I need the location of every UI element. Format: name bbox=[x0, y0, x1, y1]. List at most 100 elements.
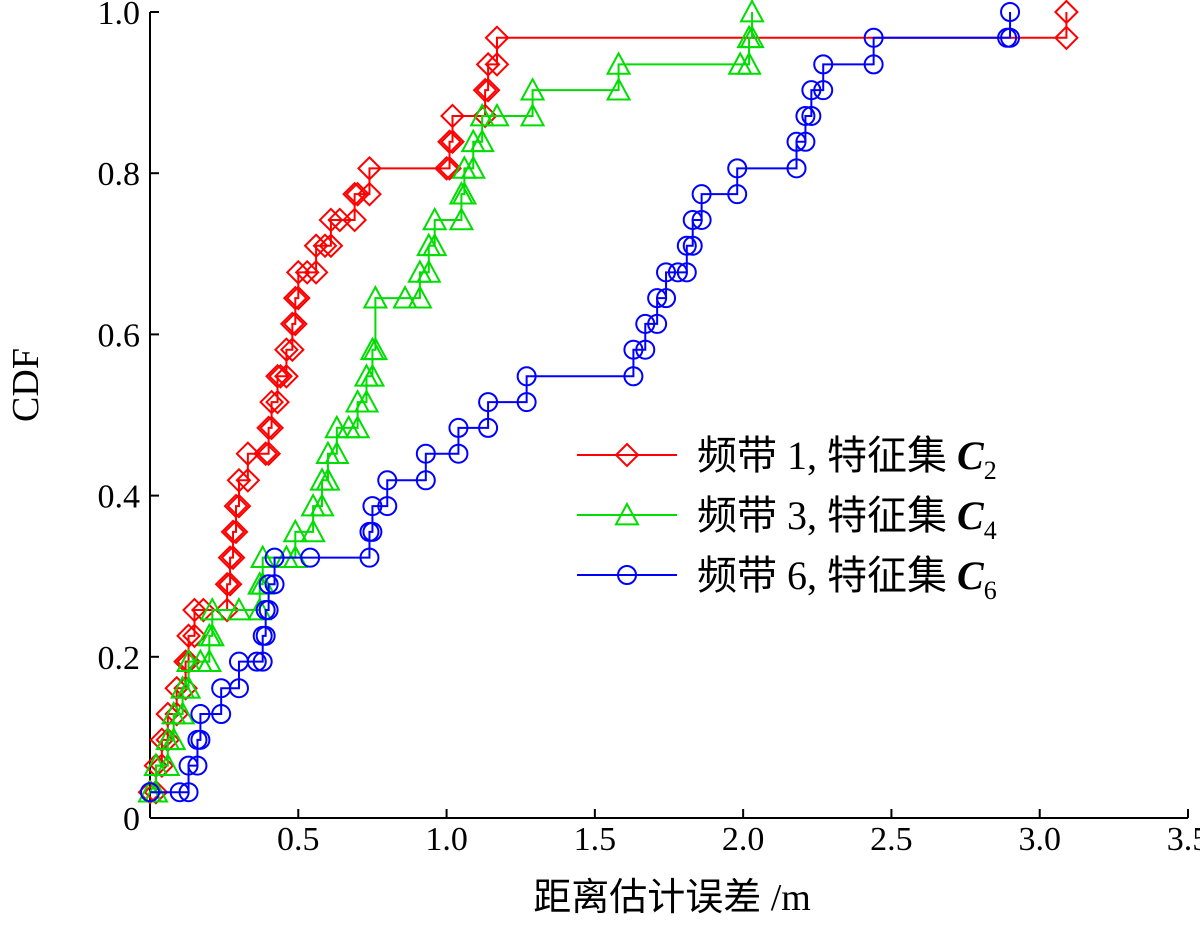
legend-label-subscript: 2 bbox=[984, 456, 997, 485]
data-point bbox=[469, 128, 495, 153]
data-point bbox=[220, 519, 246, 545]
data-point bbox=[161, 726, 187, 751]
data-point bbox=[691, 184, 712, 205]
y-tick-label: 0.8 bbox=[98, 156, 141, 193]
data-point bbox=[448, 206, 475, 231]
x-tick-label: 2.5 bbox=[870, 821, 913, 858]
data-point bbox=[478, 392, 499, 413]
data-point bbox=[605, 51, 632, 75]
legend-item: 频带 6, 特征集 C6 bbox=[577, 553, 997, 605]
data-point bbox=[475, 77, 501, 103]
data-point bbox=[182, 597, 207, 623]
y-tick-label: 0 bbox=[123, 801, 140, 838]
data-point bbox=[647, 288, 668, 309]
data-point bbox=[1000, 27, 1021, 48]
data-point bbox=[279, 337, 305, 363]
data-point bbox=[175, 675, 202, 699]
data-point bbox=[155, 701, 181, 727]
data-point bbox=[285, 285, 311, 311]
data-point bbox=[786, 131, 807, 152]
legend-item: 频带 1, 特征集 C2 bbox=[577, 433, 997, 485]
legend-label: 频带 1, 特征集 C2 bbox=[697, 433, 997, 485]
data-point bbox=[516, 366, 537, 387]
data-point bbox=[676, 262, 697, 283]
x-axis-ticks: 00.51.01.52.02.53.03.5 bbox=[149, 809, 1200, 858]
data-point bbox=[415, 470, 436, 491]
data-point bbox=[246, 651, 267, 672]
data-point bbox=[265, 389, 290, 415]
series-diamond bbox=[137, 0, 1079, 805]
chart-axes bbox=[149, 12, 1188, 819]
x-tick-label: 1.5 bbox=[574, 821, 617, 858]
data-point bbox=[149, 753, 175, 779]
y-tick-label: 0.4 bbox=[98, 479, 141, 516]
y-tick-label: 1.0 bbox=[98, 0, 141, 32]
data-point bbox=[1000, 2, 1021, 22]
legend-label-subscript: 6 bbox=[984, 576, 997, 605]
data-point bbox=[274, 363, 299, 389]
data-point bbox=[255, 625, 276, 646]
data-point bbox=[359, 363, 386, 387]
legend-label-text: 频带 6, 特征集 bbox=[697, 553, 957, 598]
data-point bbox=[265, 363, 290, 389]
data-point bbox=[217, 571, 243, 597]
data-point bbox=[484, 51, 510, 77]
legend-label-text: 频带 3, 特征集 bbox=[697, 493, 957, 538]
data-point bbox=[199, 596, 225, 621]
data-point bbox=[422, 232, 448, 257]
data-point bbox=[155, 752, 181, 776]
data-point bbox=[143, 779, 169, 805]
data-point bbox=[415, 443, 436, 464]
data-point bbox=[795, 131, 816, 152]
legend-swatch-marker bbox=[614, 442, 640, 468]
legend-item: 频带 3, 特征集 C4 bbox=[577, 493, 997, 545]
data-point bbox=[623, 339, 644, 360]
data-point bbox=[736, 51, 762, 75]
data-point bbox=[324, 440, 350, 465]
legend-label-symbol: C bbox=[957, 433, 985, 478]
data-point bbox=[223, 493, 249, 519]
data-point bbox=[519, 77, 546, 101]
data-point bbox=[377, 496, 398, 517]
data-point bbox=[437, 129, 462, 155]
data-point bbox=[605, 77, 632, 101]
data-point bbox=[258, 600, 279, 621]
data-point bbox=[362, 285, 389, 309]
legend-label-symbol: C bbox=[957, 553, 985, 598]
data-point bbox=[448, 417, 469, 438]
data-point bbox=[451, 181, 478, 205]
data-point bbox=[362, 521, 383, 542]
data-point bbox=[250, 544, 276, 569]
data-point bbox=[279, 311, 305, 337]
data-point bbox=[516, 392, 537, 413]
data-point bbox=[178, 755, 199, 776]
data-point bbox=[300, 518, 326, 543]
data-point bbox=[211, 704, 232, 725]
data-point bbox=[190, 729, 211, 750]
data-point bbox=[285, 259, 311, 285]
data-point bbox=[300, 547, 321, 568]
data-point bbox=[727, 184, 748, 205]
data-point bbox=[252, 651, 273, 672]
data-point bbox=[1053, 0, 1079, 25]
data-point bbox=[362, 496, 383, 517]
data-point bbox=[863, 27, 884, 48]
data-point bbox=[353, 389, 380, 413]
x-tick-label: 2.0 bbox=[722, 821, 765, 858]
series-circle bbox=[140, 2, 1021, 803]
legend-label-subscript: 4 bbox=[984, 516, 997, 545]
data-point bbox=[377, 470, 398, 491]
data-point bbox=[357, 181, 382, 207]
data-point bbox=[682, 235, 703, 256]
data-point bbox=[318, 207, 344, 233]
data-point bbox=[801, 105, 822, 126]
data-point bbox=[259, 389, 285, 415]
data-point bbox=[140, 782, 160, 803]
data-point bbox=[357, 155, 382, 181]
data-point bbox=[478, 417, 499, 438]
data-point bbox=[217, 545, 243, 571]
y-axis-ticks: 0 0.2 0.4 0.6 0.8 1.0 bbox=[98, 0, 159, 838]
data-point bbox=[739, 24, 765, 49]
data-point bbox=[691, 209, 712, 230]
